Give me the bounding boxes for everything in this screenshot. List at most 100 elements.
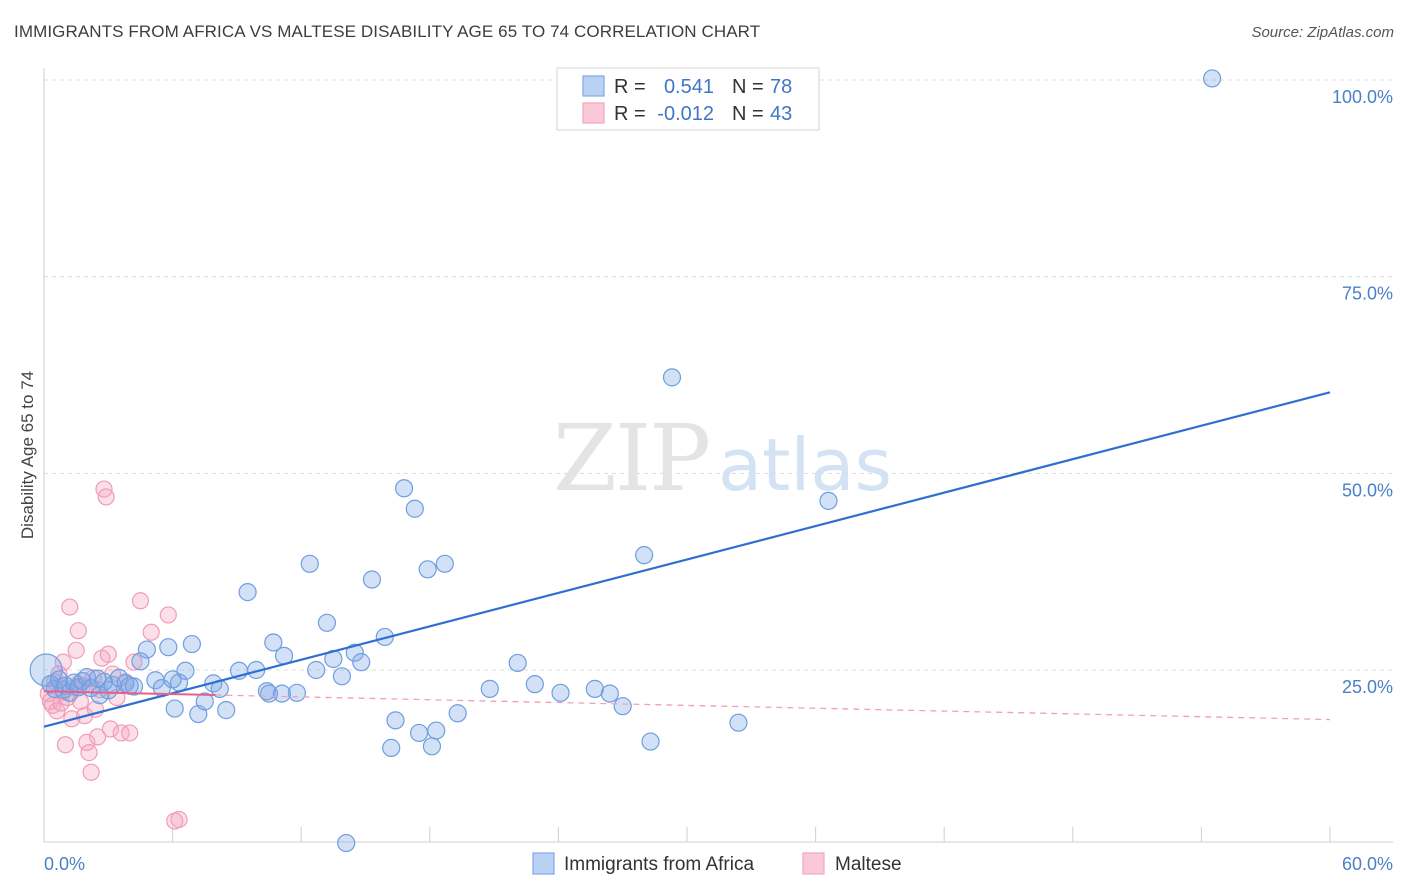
- africa-point: [585, 679, 604, 698]
- source-credit: Source: ZipAtlas.com: [1251, 24, 1394, 41]
- maltese-point: [170, 810, 188, 829]
- africa-point: [332, 667, 352, 686]
- maltese-point: [78, 733, 96, 751]
- maltese-trend-line-dashed: [215, 694, 1331, 721]
- africa-points: [29, 69, 1222, 853]
- maltese-point: [54, 653, 72, 671]
- maltese-trend-line-solid: [43, 690, 216, 697]
- maltese-point: [80, 743, 98, 762]
- series-legend-label-africa: Immigrants from Africa: [564, 854, 754, 875]
- africa-point: [217, 701, 236, 720]
- africa-point: [819, 491, 838, 510]
- maltese-point: [101, 720, 120, 738]
- africa-point: [405, 499, 424, 518]
- legend-swatch-blue: [582, 75, 605, 97]
- africa-point: [345, 643, 364, 662]
- maltese-point: [48, 702, 66, 720]
- africa-point: [264, 633, 283, 652]
- grid-lines: [44, 79, 1393, 671]
- africa-point: [641, 732, 660, 751]
- africa-point: [525, 675, 544, 694]
- legend-n-label-pink: N =: [732, 103, 764, 125]
- africa-point: [662, 368, 682, 387]
- y-tick-label: 50.0%: [1342, 480, 1393, 500]
- africa-point: [600, 684, 619, 703]
- stats-legend: R = 0.541 N = 78 R = -0.012 N = 43: [556, 67, 820, 131]
- watermark-atlas: atlas: [718, 423, 892, 507]
- chart-title: IMMIGRANTS FROM AFRICA VS MALTESE DISABI…: [14, 22, 761, 41]
- africa-point: [394, 479, 414, 498]
- africa-point: [317, 613, 337, 632]
- africa-point: [480, 679, 499, 698]
- africa-point: [165, 699, 184, 718]
- africa-point: [508, 653, 527, 673]
- africa-point: [551, 683, 570, 702]
- maltese-point: [99, 645, 117, 663]
- maltese-point: [159, 606, 177, 624]
- africa-point: [352, 653, 371, 672]
- y-tick-label: 75.0%: [1342, 284, 1393, 304]
- watermark: ZIP atlas: [553, 405, 892, 512]
- africa-point: [418, 560, 437, 579]
- series-legend-swatch-africa: [532, 852, 555, 875]
- africa-point: [159, 638, 178, 657]
- africa-point: [163, 670, 182, 689]
- maltese-point: [82, 763, 100, 781]
- maltese-point: [61, 598, 79, 616]
- legend-n-value-blue: 78: [770, 76, 792, 98]
- maltese-point: [67, 641, 85, 659]
- africa-point: [409, 723, 429, 743]
- africa-point: [272, 684, 292, 703]
- africa-point: [422, 737, 442, 756]
- series-legend-label-maltese: Maltese: [835, 854, 902, 875]
- y-axis-title: Disability Age 65 to 74: [18, 371, 37, 539]
- africa-point: [182, 634, 201, 654]
- africa-point: [362, 570, 382, 589]
- maltese-point: [69, 622, 87, 640]
- africa-point: [635, 546, 654, 565]
- africa-point: [259, 684, 279, 703]
- x-tick-label-max: 60.0%: [1342, 854, 1393, 874]
- maltese-point: [97, 488, 115, 506]
- watermark-zip: ZIP: [553, 405, 709, 512]
- africa-point: [307, 660, 326, 680]
- legend-n-label-blue: N =: [732, 76, 764, 98]
- legend-r-value-pink: -0.012: [657, 103, 714, 125]
- maltese-point: [88, 728, 107, 746]
- africa-point: [448, 704, 467, 723]
- x-tick-label-min: 0.0%: [44, 854, 85, 874]
- africa-point: [613, 697, 632, 716]
- series-legend: Immigrants from Africa Maltese: [532, 852, 902, 875]
- africa-point: [435, 554, 454, 573]
- africa-point: [382, 738, 401, 757]
- legend-r-label-blue: R =: [614, 76, 646, 98]
- maltese-point: [121, 724, 139, 742]
- y-tick-label: 100.0%: [1332, 87, 1393, 107]
- y-tick-label: 25.0%: [1342, 677, 1393, 697]
- trend-lines: [43, 391, 1331, 728]
- axes: [43, 68, 1393, 843]
- maltese-point: [125, 653, 143, 671]
- series-legend-swatch-maltese: [802, 852, 825, 875]
- y-tick-labels: 25.0% 50.0% 75.0% 100.0%: [1332, 87, 1393, 697]
- maltese-point: [131, 592, 150, 610]
- africa-point: [90, 686, 109, 705]
- africa-trend-line: [43, 391, 1331, 728]
- x-ticks: [43, 827, 1331, 842]
- africa-point: [300, 554, 319, 573]
- africa-point: [257, 682, 277, 701]
- legend-r-label-pink: R =: [614, 103, 646, 125]
- africa-point: [195, 692, 214, 711]
- africa-point: [337, 833, 356, 853]
- africa-point: [238, 583, 257, 602]
- africa-point: [427, 721, 446, 740]
- africa-point: [176, 661, 195, 680]
- africa-point: [131, 652, 150, 671]
- legend-r-value-blue: 0.541: [664, 76, 714, 98]
- africa-point: [120, 676, 139, 695]
- africa-point: [137, 640, 156, 659]
- legend-n-value-pink: 43: [770, 103, 792, 125]
- maltese-point: [56, 736, 75, 754]
- africa-point: [1203, 69, 1222, 88]
